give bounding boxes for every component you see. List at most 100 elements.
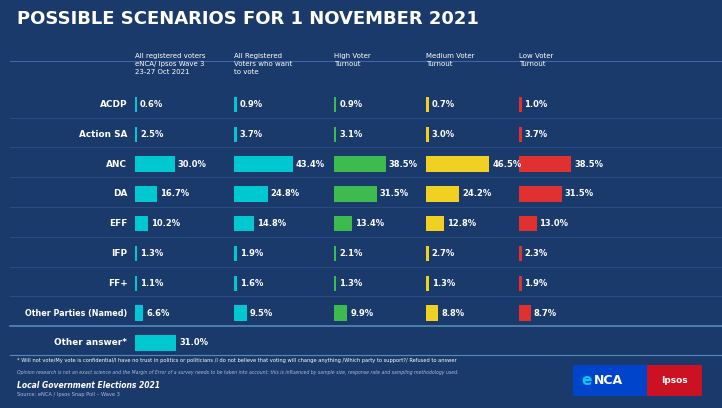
Text: NCA: NCA: [593, 374, 622, 387]
Text: Other answer*: Other answer*: [54, 338, 127, 347]
Text: 1.3%: 1.3%: [140, 249, 163, 258]
FancyBboxPatch shape: [427, 186, 459, 202]
FancyBboxPatch shape: [519, 186, 562, 202]
Text: All Registered
Voters who want
to vote: All Registered Voters who want to vote: [234, 53, 292, 75]
Text: High Voter
Turnout: High Voter Turnout: [334, 53, 370, 67]
Text: 2.3%: 2.3%: [524, 249, 548, 258]
Text: Source: eNCA / Ipsos Snap Poll – Wave 3: Source: eNCA / Ipsos Snap Poll – Wave 3: [17, 392, 120, 397]
FancyBboxPatch shape: [334, 97, 336, 112]
Text: 43.4%: 43.4%: [296, 160, 325, 169]
FancyBboxPatch shape: [134, 156, 175, 172]
FancyBboxPatch shape: [134, 126, 137, 142]
Text: All registered voters
eNCA/ Ipsos Wave 3
23-27 Oct 2021: All registered voters eNCA/ Ipsos Wave 3…: [134, 53, 205, 75]
Text: * Will not vote/My vote is confidential/I have no trust in politics or politicia: * Will not vote/My vote is confidential/…: [17, 358, 457, 363]
Text: 1.1%: 1.1%: [140, 279, 163, 288]
FancyBboxPatch shape: [427, 97, 429, 112]
Text: IFP: IFP: [111, 249, 127, 258]
FancyBboxPatch shape: [427, 275, 429, 291]
FancyBboxPatch shape: [234, 216, 254, 231]
FancyBboxPatch shape: [519, 275, 521, 291]
FancyBboxPatch shape: [134, 335, 176, 350]
Text: 13.0%: 13.0%: [539, 219, 568, 228]
FancyBboxPatch shape: [427, 156, 490, 172]
Text: 8.8%: 8.8%: [441, 308, 464, 317]
Text: 24.2%: 24.2%: [462, 189, 492, 198]
FancyBboxPatch shape: [334, 156, 386, 172]
Text: 9.5%: 9.5%: [250, 308, 273, 317]
Text: 31.0%: 31.0%: [179, 338, 209, 347]
FancyBboxPatch shape: [334, 126, 336, 142]
FancyBboxPatch shape: [134, 216, 148, 231]
Text: 38.5%: 38.5%: [574, 160, 603, 169]
Text: 3.0%: 3.0%: [432, 130, 455, 139]
Text: 0.7%: 0.7%: [432, 100, 455, 109]
Text: POSSIBLE SCENARIOS FOR 1 NOVEMBER 2021: POSSIBLE SCENARIOS FOR 1 NOVEMBER 2021: [17, 10, 479, 28]
Text: 10.2%: 10.2%: [151, 219, 180, 228]
Text: Opinion research is not an exact science and the Margin of Error of a survey nee: Opinion research is not an exact science…: [17, 370, 458, 375]
FancyBboxPatch shape: [334, 186, 377, 202]
FancyBboxPatch shape: [519, 97, 521, 112]
FancyBboxPatch shape: [334, 305, 347, 321]
Text: Medium Voter
Turnout: Medium Voter Turnout: [427, 53, 475, 67]
FancyBboxPatch shape: [134, 275, 137, 291]
FancyBboxPatch shape: [234, 275, 237, 291]
Text: Ipsos: Ipsos: [661, 376, 687, 385]
Text: 2.5%: 2.5%: [140, 130, 163, 139]
Text: 3.7%: 3.7%: [524, 130, 547, 139]
Text: 24.8%: 24.8%: [271, 189, 300, 198]
Text: 12.8%: 12.8%: [447, 219, 476, 228]
Text: e: e: [582, 373, 592, 388]
Text: 0.9%: 0.9%: [339, 100, 362, 109]
Text: Other Parties (Named): Other Parties (Named): [25, 308, 127, 317]
Text: DA: DA: [113, 189, 127, 198]
Text: 3.1%: 3.1%: [339, 130, 362, 139]
Text: FF+: FF+: [108, 279, 127, 288]
Text: 31.5%: 31.5%: [565, 189, 593, 198]
FancyBboxPatch shape: [519, 246, 521, 261]
Text: 0.6%: 0.6%: [140, 100, 163, 109]
FancyBboxPatch shape: [334, 275, 336, 291]
Text: 1.3%: 1.3%: [432, 279, 455, 288]
FancyBboxPatch shape: [427, 246, 429, 261]
FancyBboxPatch shape: [134, 246, 137, 261]
FancyBboxPatch shape: [519, 126, 521, 142]
Text: 9.9%: 9.9%: [350, 308, 373, 317]
FancyBboxPatch shape: [519, 156, 571, 172]
Text: 2.1%: 2.1%: [339, 249, 362, 258]
Text: 31.5%: 31.5%: [379, 189, 409, 198]
FancyBboxPatch shape: [519, 305, 531, 321]
FancyBboxPatch shape: [234, 186, 268, 202]
Text: 1.6%: 1.6%: [240, 279, 263, 288]
Text: Local Government Elections 2021: Local Government Elections 2021: [17, 381, 160, 390]
Text: 6.6%: 6.6%: [147, 308, 170, 317]
FancyBboxPatch shape: [234, 305, 247, 321]
FancyBboxPatch shape: [334, 246, 336, 261]
Text: 1.9%: 1.9%: [524, 279, 548, 288]
FancyBboxPatch shape: [334, 216, 352, 231]
Text: 38.5%: 38.5%: [389, 160, 418, 169]
FancyBboxPatch shape: [234, 156, 293, 172]
Text: ANC: ANC: [106, 160, 127, 169]
FancyBboxPatch shape: [519, 216, 536, 231]
FancyBboxPatch shape: [134, 97, 137, 112]
FancyBboxPatch shape: [427, 126, 429, 142]
FancyBboxPatch shape: [134, 305, 144, 321]
Text: 8.7%: 8.7%: [534, 308, 557, 317]
FancyBboxPatch shape: [573, 365, 646, 396]
FancyBboxPatch shape: [427, 216, 444, 231]
FancyBboxPatch shape: [234, 246, 237, 261]
Text: 1.3%: 1.3%: [339, 279, 362, 288]
Text: 0.9%: 0.9%: [240, 100, 263, 109]
Text: Low Voter
Turnout: Low Voter Turnout: [519, 53, 554, 67]
FancyBboxPatch shape: [427, 305, 438, 321]
FancyBboxPatch shape: [646, 365, 702, 396]
Text: 30.0%: 30.0%: [178, 160, 206, 169]
Text: 46.5%: 46.5%: [492, 160, 521, 169]
FancyBboxPatch shape: [134, 186, 157, 202]
FancyBboxPatch shape: [234, 97, 237, 112]
Text: 13.4%: 13.4%: [355, 219, 384, 228]
Text: 1.0%: 1.0%: [524, 100, 548, 109]
FancyBboxPatch shape: [234, 126, 237, 142]
Text: 14.8%: 14.8%: [257, 219, 286, 228]
Text: 1.9%: 1.9%: [240, 249, 263, 258]
